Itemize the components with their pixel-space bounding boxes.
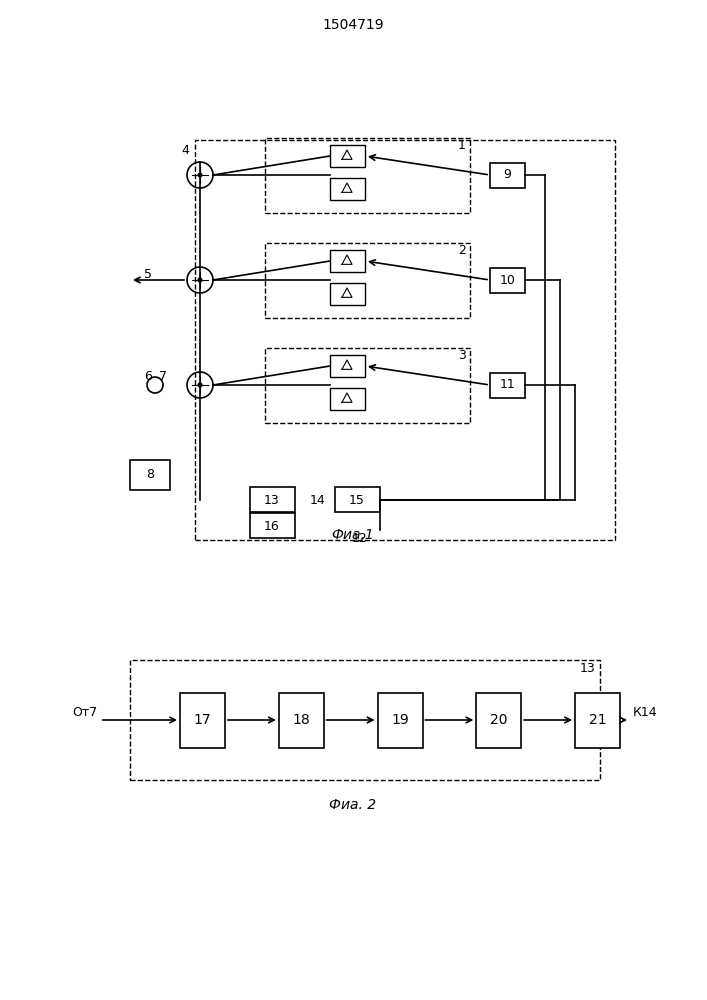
Bar <box>330 283 365 305</box>
Bar <box>378 692 423 748</box>
Bar <box>575 692 620 748</box>
Circle shape <box>187 162 213 188</box>
Text: Фиа.1: Фиа.1 <box>332 528 375 542</box>
Bar <box>180 692 225 748</box>
Text: 1504719: 1504719 <box>322 18 384 32</box>
Bar <box>490 372 525 397</box>
Text: 21: 21 <box>589 713 607 727</box>
Text: К14: К14 <box>633 706 658 718</box>
Text: 5: 5 <box>144 267 152 280</box>
Bar <box>265 137 470 213</box>
Text: 13: 13 <box>264 493 280 506</box>
Text: 3: 3 <box>458 349 466 362</box>
Bar <box>330 178 365 200</box>
Bar <box>195 140 615 540</box>
Bar <box>477 692 521 748</box>
Bar <box>330 388 365 410</box>
Bar <box>265 348 470 422</box>
Text: 9: 9 <box>503 168 511 182</box>
Circle shape <box>187 267 213 293</box>
Text: Фиа. 2: Фиа. 2 <box>329 798 377 812</box>
Bar <box>279 692 324 748</box>
Bar <box>265 242 470 318</box>
Bar <box>330 355 365 377</box>
Bar <box>250 487 295 512</box>
Circle shape <box>198 278 202 282</box>
Text: 19: 19 <box>391 713 409 727</box>
Text: 2: 2 <box>458 244 466 257</box>
Text: 7: 7 <box>159 370 167 383</box>
Bar <box>250 513 295 538</box>
Bar <box>330 250 365 272</box>
Text: 18: 18 <box>293 713 310 727</box>
Text: 1: 1 <box>458 139 466 152</box>
Circle shape <box>147 377 163 393</box>
Circle shape <box>187 372 213 398</box>
Text: 4: 4 <box>181 143 189 156</box>
Text: 16: 16 <box>264 520 280 532</box>
Text: 11: 11 <box>500 378 515 391</box>
Circle shape <box>198 173 202 177</box>
Bar <box>130 460 170 490</box>
Bar <box>130 660 600 780</box>
Bar <box>490 162 525 188</box>
Circle shape <box>198 383 202 387</box>
Text: 15: 15 <box>349 493 365 506</box>
Bar <box>335 487 380 512</box>
Text: 8: 8 <box>146 468 154 482</box>
Bar <box>490 267 525 292</box>
Text: 13: 13 <box>579 662 595 674</box>
Text: 17: 17 <box>194 713 211 727</box>
Text: 12: 12 <box>352 532 368 544</box>
Bar <box>330 145 365 167</box>
Text: 20: 20 <box>490 713 508 727</box>
Text: 6: 6 <box>144 370 152 383</box>
Text: От7: От7 <box>72 706 98 718</box>
Text: 14: 14 <box>310 493 326 506</box>
Text: 10: 10 <box>500 273 515 286</box>
